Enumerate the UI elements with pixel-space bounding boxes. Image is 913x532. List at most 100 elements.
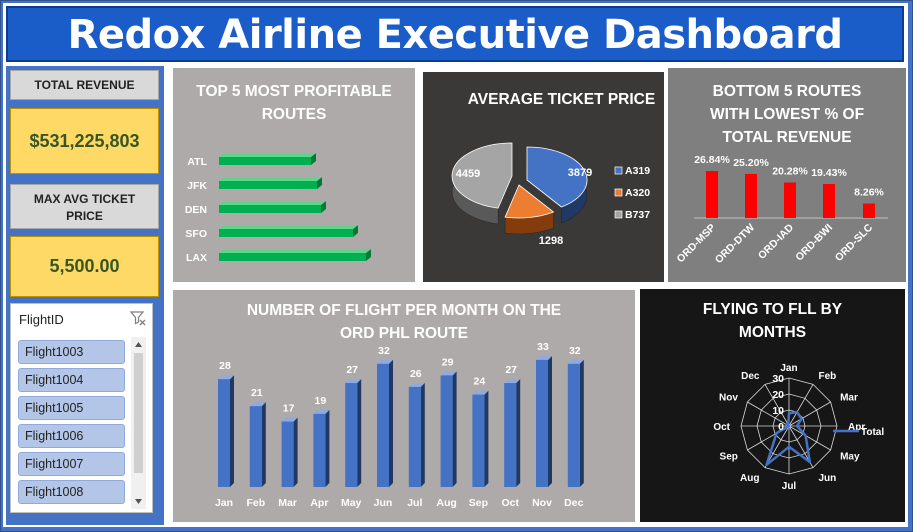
pie-legend-swatch bbox=[614, 210, 623, 219]
top5-tick-label: SFO bbox=[185, 228, 207, 240]
radar-tick-label: 0 bbox=[778, 421, 784, 433]
clear-filter-icon[interactable] bbox=[130, 310, 146, 326]
monthly-bar bbox=[440, 375, 453, 487]
radar-category-label: Apr bbox=[848, 422, 865, 433]
pie-slice bbox=[504, 184, 555, 219]
bottom5-bar bbox=[745, 173, 757, 218]
slicer-item[interactable]: Flight1008 bbox=[18, 480, 125, 504]
monthly-bar-top bbox=[249, 402, 266, 407]
monthly-bar-side bbox=[420, 382, 425, 487]
bottom5-tick-label: ORD-DTW bbox=[713, 222, 757, 266]
top5-bar bbox=[219, 157, 311, 165]
monthly-title: NUMBER OF FLIGHT PER MONTH ON THE ORD PH… bbox=[246, 302, 562, 342]
monthly-bar bbox=[281, 421, 294, 487]
bottom5-title: BOTTOM 5 ROUTES WITH LOWEST % OF TOTAL R… bbox=[709, 83, 865, 146]
pie-data-label: 3879 bbox=[568, 167, 592, 179]
max-avg-ticket-label: MAX AVG TICKET PRICE bbox=[10, 184, 159, 229]
monthly-bar-side bbox=[579, 359, 584, 487]
monthly-data-label: 17 bbox=[283, 403, 295, 415]
monthly-bar-top bbox=[313, 409, 330, 414]
slicer-item[interactable]: Flight1004 bbox=[18, 368, 125, 392]
slicer-item[interactable]: Flight1006 bbox=[18, 424, 125, 448]
slicer-item[interactable]: Flight1007 bbox=[18, 452, 125, 476]
top5-bar bbox=[219, 181, 317, 189]
bottom5-chart: 26.84% ORD-MSP 25.20% ORD-DTW 20.28% ORD-IAD 1… bbox=[675, 154, 888, 266]
top5-title: TOP 5 MOST PROFITABLE ROUTES bbox=[196, 83, 392, 123]
slicer-item[interactable]: Flight1003 bbox=[18, 340, 125, 364]
monthly-chart: 28 Jan 21 Feb 17 Mar 19 Apr 27 May 32 Jun 26 Jul 29 Aug… bbox=[215, 341, 584, 509]
top5-bar-top bbox=[219, 225, 358, 229]
monthly-data-label: 28 bbox=[219, 360, 231, 372]
top5-chart: ATL JFK DEN SFO LAX bbox=[185, 153, 371, 264]
monthly-tick-label: Nov bbox=[532, 497, 552, 509]
bottom5-tick-label: ORD-IAD bbox=[756, 221, 797, 262]
pie-legend-label: B737 bbox=[625, 209, 650, 221]
bottom5-data-label: 26.84% bbox=[694, 154, 730, 166]
monthly-bar-side bbox=[452, 371, 457, 487]
radar-category-label: Nov bbox=[719, 393, 738, 404]
top5-tick-label: DEN bbox=[185, 204, 207, 216]
page-title: Redox Airline Executive Dashboard bbox=[67, 12, 843, 58]
scroll-up-icon[interactable] bbox=[135, 342, 142, 347]
slicer-item[interactable]: Flight1005 bbox=[18, 396, 125, 420]
top5-tick-label: JFK bbox=[187, 180, 207, 192]
slicer-scrollbar[interactable] bbox=[131, 337, 146, 509]
avg-ticket-chart: 3879 1298 4459 A319 A320 B737 bbox=[451, 142, 650, 247]
monthly-data-label: 26 bbox=[410, 368, 422, 380]
monthly-data-label: 21 bbox=[251, 387, 263, 399]
bottom5-data-label: 19.43% bbox=[811, 167, 847, 179]
monthly-data-label: 33 bbox=[537, 341, 549, 353]
monthly-tick-label: Aug bbox=[436, 497, 456, 509]
monthly-bar-side bbox=[516, 379, 521, 487]
monthly-bar-top bbox=[408, 382, 425, 387]
bottom5-data-label: 20.28% bbox=[772, 166, 808, 178]
pie-legend-swatch bbox=[614, 188, 623, 197]
monthly-bar bbox=[218, 379, 230, 487]
monthly-bar-side bbox=[325, 409, 330, 487]
radar-category-label: Jun bbox=[819, 473, 837, 484]
slicer-title: FlightID bbox=[19, 312, 64, 327]
pie-legend-label: A320 bbox=[625, 187, 650, 199]
radar-spoke bbox=[788, 384, 814, 427]
monthly-bar bbox=[408, 386, 421, 487]
monthly-tick-label: Jul bbox=[407, 497, 422, 509]
radar-category-label: May bbox=[840, 452, 860, 463]
top5-bar bbox=[219, 229, 353, 237]
monthly-tick-label: Oct bbox=[501, 497, 519, 509]
monthly-bar-top bbox=[536, 355, 552, 360]
radar-series-line bbox=[765, 410, 812, 467]
scroll-down-icon[interactable] bbox=[135, 499, 142, 504]
top5-bar-top bbox=[219, 201, 326, 205]
top5-bar-top bbox=[219, 249, 371, 253]
monthly-bar-top bbox=[504, 379, 521, 384]
top5-bar-top bbox=[219, 177, 322, 181]
fll-radar-panel: FLYING TO FLL BY MONTHS 0 10 20 30 Jan Feb Mar… bbox=[640, 289, 905, 522]
monthly-bar bbox=[377, 363, 389, 487]
monthly-bar-top bbox=[281, 417, 298, 422]
top5-bar-top bbox=[219, 153, 316, 157]
radar-spoke bbox=[747, 401, 790, 427]
monthly-tick-label: Apr bbox=[310, 497, 328, 509]
bottom5-tick-label: ORD-SLC bbox=[833, 221, 876, 264]
top5-routes-panel: TOP 5 MOST PROFITABLE ROUTES ATL JFK DEN SF… bbox=[173, 68, 415, 282]
monthly-data-label: 29 bbox=[442, 356, 454, 368]
total-revenue-label: TOTAL REVENUE bbox=[10, 70, 159, 100]
pie-data-label: 1298 bbox=[539, 235, 563, 247]
monthly-bar-side bbox=[357, 379, 362, 487]
radar-category-label: Aug bbox=[740, 473, 759, 484]
monthly-data-label: 32 bbox=[378, 345, 390, 357]
total-revenue-value: $531,225,803 bbox=[10, 108, 159, 174]
pie-legend-swatch bbox=[614, 166, 623, 175]
monthly-bar bbox=[313, 413, 326, 487]
bottom5-bar bbox=[784, 182, 796, 218]
monthly-tick-label: Dec bbox=[564, 497, 583, 509]
flightid-slicer[interactable]: FlightID Flight1003 Flight1004 Flight100… bbox=[10, 303, 153, 513]
monthly-bar-top bbox=[567, 359, 584, 364]
bottom5-data-label: 8.26% bbox=[854, 187, 884, 199]
monthly-bar bbox=[567, 363, 580, 487]
pie-slice bbox=[526, 146, 588, 208]
monthly-bar-side bbox=[548, 355, 552, 487]
monthly-data-label: 19 bbox=[315, 395, 327, 407]
monthly-bar bbox=[536, 359, 548, 487]
radar-title: FLYING TO FLL BY MONTHS bbox=[702, 301, 843, 341]
